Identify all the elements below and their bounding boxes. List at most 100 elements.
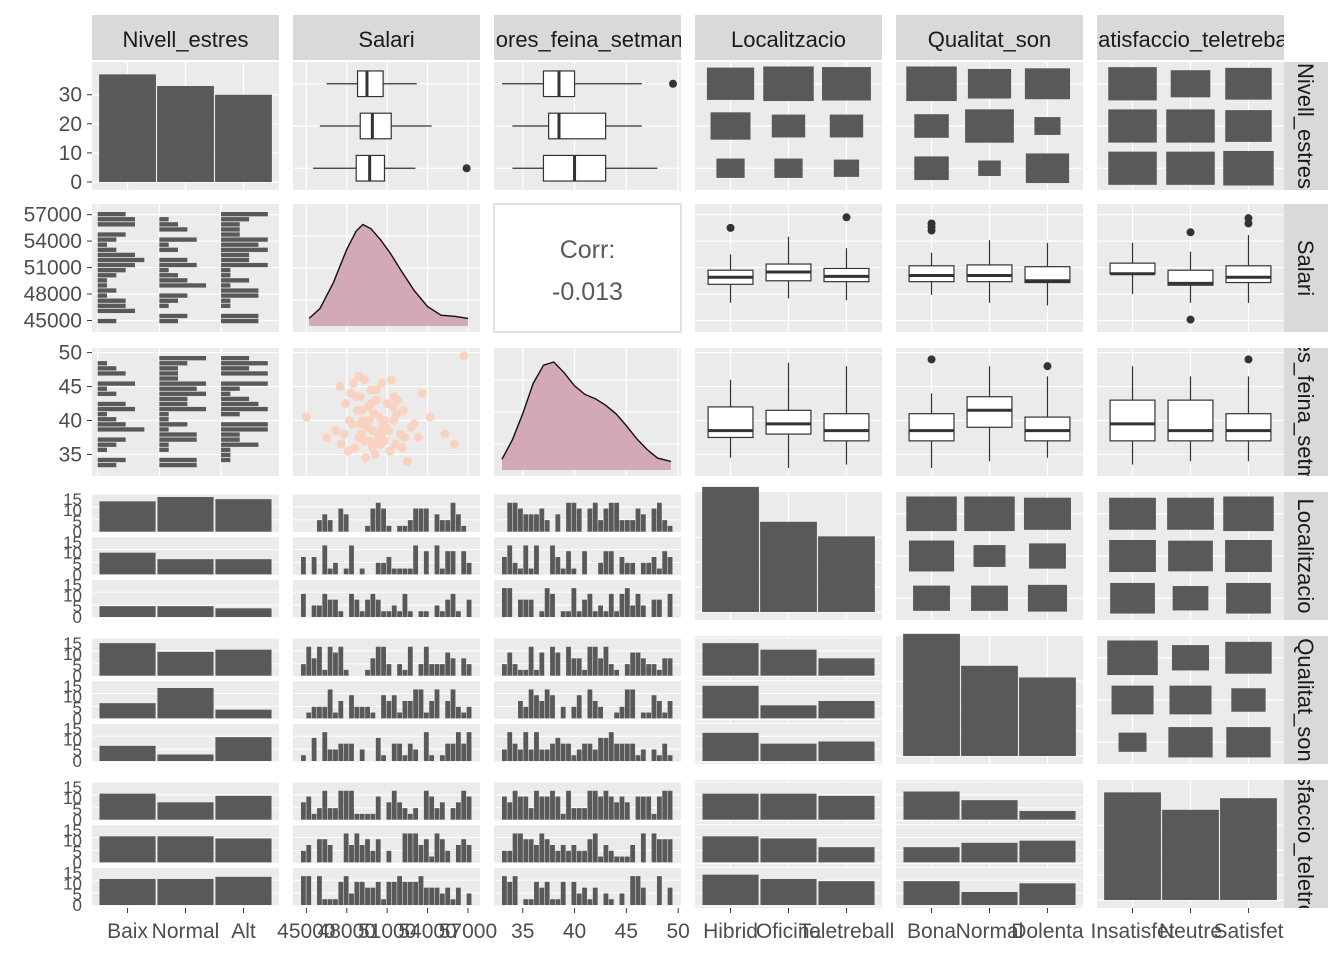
scatter-point <box>381 422 391 432</box>
bar <box>587 646 593 676</box>
bar <box>359 845 365 863</box>
bar <box>413 833 419 863</box>
bar <box>656 669 662 676</box>
bar <box>338 646 344 676</box>
bar <box>635 508 641 532</box>
bar <box>434 833 440 863</box>
bar <box>576 508 582 532</box>
y-tick-label: 15 <box>63 490 82 509</box>
bar <box>159 406 207 412</box>
bar <box>667 887 673 905</box>
bar <box>598 605 603 617</box>
bar <box>423 732 429 761</box>
bar <box>624 520 630 532</box>
bar <box>221 262 268 268</box>
bar <box>818 701 875 719</box>
bar <box>221 457 231 463</box>
bar <box>381 899 386 905</box>
bar <box>523 796 529 820</box>
bar <box>502 876 507 905</box>
y-tick-label: 10 <box>59 142 82 165</box>
scatter-point <box>417 388 427 398</box>
bar <box>159 227 188 232</box>
bar <box>439 664 445 676</box>
scatter-point <box>340 399 350 409</box>
tile <box>1108 151 1157 185</box>
y-tick-label: 10 <box>63 789 82 808</box>
row-strip <box>1283 348 1328 476</box>
bar <box>381 646 386 676</box>
bar <box>651 599 657 617</box>
bar <box>539 887 545 905</box>
bar <box>507 881 513 905</box>
bar <box>327 520 333 532</box>
box-outlier <box>462 164 471 173</box>
bar <box>566 743 571 761</box>
bar <box>646 796 652 820</box>
bar <box>97 417 117 422</box>
y-tick-label: 15 <box>63 720 82 739</box>
y-tick-label: 15 <box>63 634 82 653</box>
bar <box>370 813 376 820</box>
bar <box>375 881 381 905</box>
bar <box>99 836 156 863</box>
x-tick-label: Neutre <box>1159 920 1222 943</box>
bar <box>455 514 461 532</box>
column-strip-label: Localitzacio <box>731 27 846 52</box>
bar <box>528 514 534 532</box>
tile <box>1168 727 1213 758</box>
bar <box>619 856 625 863</box>
scatter-point <box>359 436 369 446</box>
bar <box>461 551 467 575</box>
bar <box>365 706 370 719</box>
tile <box>1023 497 1071 530</box>
bar <box>386 850 392 863</box>
bar <box>349 893 354 905</box>
bar <box>407 701 413 719</box>
bar <box>592 646 598 676</box>
box <box>1024 266 1071 284</box>
bar <box>221 217 250 222</box>
y-tick-label: 5 <box>73 843 82 862</box>
bar <box>97 391 117 396</box>
bar <box>518 749 523 761</box>
bar <box>221 422 268 427</box>
bar <box>407 833 413 863</box>
bar <box>523 669 529 676</box>
y-tick-label: 15 <box>63 864 82 883</box>
bar <box>576 695 582 719</box>
bar <box>439 839 445 863</box>
tile <box>964 496 1015 532</box>
bar <box>667 557 673 575</box>
tile <box>710 112 751 140</box>
bar <box>507 802 513 820</box>
bar <box>370 593 376 617</box>
bar <box>656 599 662 617</box>
tile <box>1166 109 1215 143</box>
bar <box>461 790 467 820</box>
bar <box>343 790 349 820</box>
box <box>1167 399 1214 442</box>
bar <box>429 796 435 820</box>
tile <box>1108 109 1157 143</box>
bar <box>635 876 641 905</box>
bar <box>97 222 136 227</box>
bar <box>544 881 550 905</box>
y-tick-label: 48000 <box>24 283 82 306</box>
bar <box>423 887 429 905</box>
bar <box>592 749 598 761</box>
bar <box>434 605 440 617</box>
box <box>1225 265 1272 284</box>
tile <box>971 585 1008 611</box>
bar <box>333 899 338 905</box>
bar <box>386 664 392 676</box>
bar <box>640 796 646 820</box>
tile <box>833 159 860 177</box>
bar <box>523 545 529 575</box>
bar <box>614 712 620 719</box>
bar <box>359 749 365 761</box>
box <box>548 112 607 140</box>
tile <box>1166 151 1215 185</box>
bar <box>445 701 451 719</box>
